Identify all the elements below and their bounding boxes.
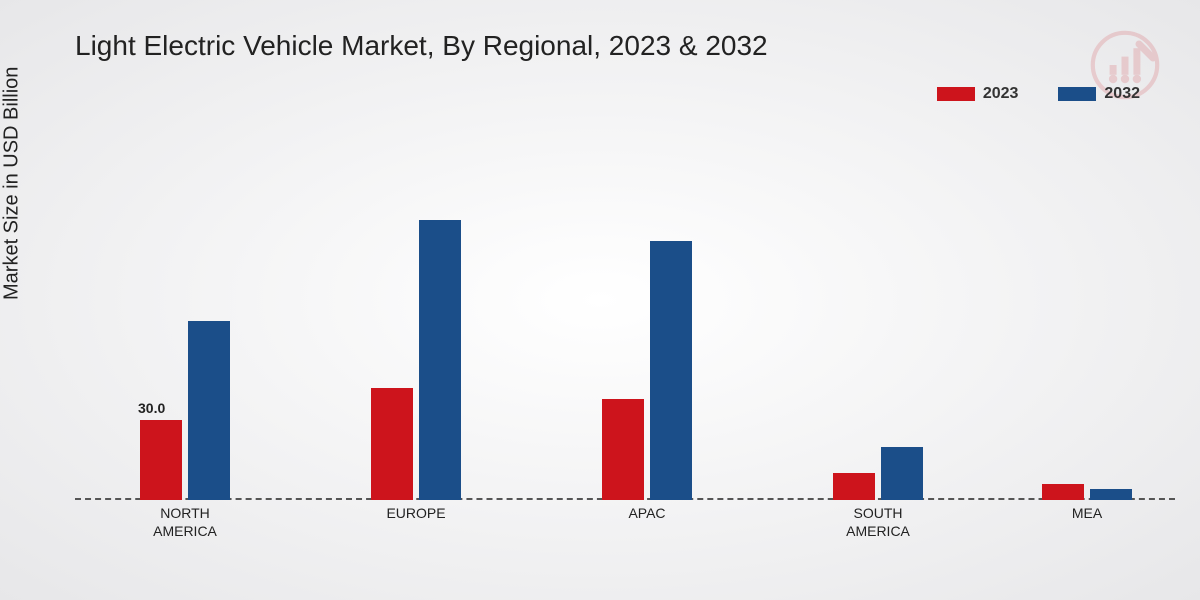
x-axis-tick-label: EUROPE [386,505,445,523]
bar-group [1042,484,1132,500]
chart-title: Light Electric Vehicle Market, By Region… [75,30,768,62]
bar-group [371,220,461,500]
x-axis-tick-label: APAC [628,505,665,523]
bar [1090,489,1132,500]
bar [188,321,230,500]
bar [602,399,644,500]
bar [1042,484,1084,500]
bar [419,220,461,500]
legend-label-2023: 2023 [983,85,1019,103]
bar-group [140,321,230,500]
x-axis-labels: NORTHAMERICA EUROPE APAC SOUTHAMERICA MEA [75,505,1175,565]
x-axis-tick-label: MEA [1072,505,1102,523]
legend-item-2032: 2032 [1058,85,1140,103]
legend-item-2023: 2023 [937,85,1019,103]
bar [833,473,875,500]
chart-container: Light Electric Vehicle Market, By Region… [0,0,1200,600]
legend-swatch-2032 [1058,87,1096,101]
bar-group [833,447,923,500]
bar [140,420,182,500]
legend-label-2032: 2032 [1104,85,1140,103]
y-axis-label: Market Size in USD Billion [1,67,24,300]
bar [371,388,413,500]
x-axis-tick-label: NORTHAMERICA [153,505,217,540]
bar [881,447,923,500]
legend-swatch-2023 [937,87,975,101]
legend: 2023 2032 [937,85,1140,103]
bar-group [602,241,692,500]
x-axis-tick-label: SOUTHAMERICA [846,505,910,540]
plot-area: 30.0 [75,140,1175,500]
bar [650,241,692,500]
